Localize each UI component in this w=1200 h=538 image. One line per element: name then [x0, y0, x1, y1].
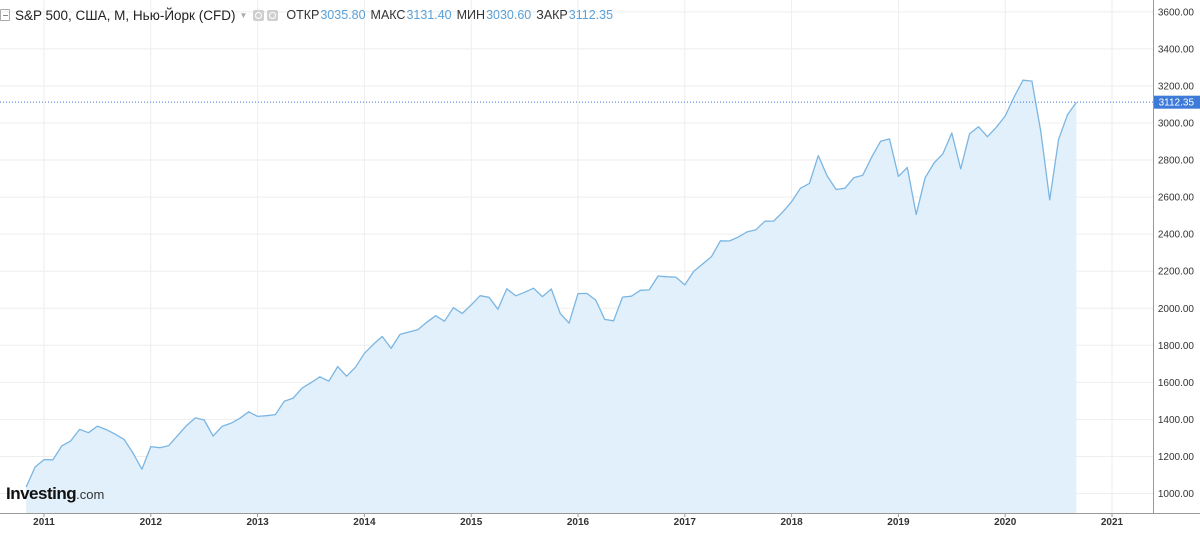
investing-logo: Investing.com	[6, 484, 104, 504]
y-tick-label: 1400.00	[1158, 415, 1195, 426]
ohlc-close-value: 3112.35	[568, 8, 614, 22]
x-tick-label: 2016	[567, 517, 590, 528]
ohlc-close-label: ЗАКР	[536, 8, 568, 22]
ohlc-open-label: ОТКР	[286, 8, 320, 22]
x-tick-label: 2015	[460, 517, 483, 528]
y-tick-label: 1800.00	[1158, 341, 1195, 352]
instrument-title[interactable]: S&P 500, США, М, Нью-Йорк (CFD)	[15, 7, 236, 23]
collapse-legend-icon[interactable]	[0, 9, 10, 21]
y-tick-label: 2600.00	[1158, 193, 1195, 204]
y-tick-label: 3000.00	[1158, 119, 1195, 130]
chart-legend: S&P 500, США, М, Нью-Йорк (CFD) ▼ ОТКР 30…	[0, 6, 613, 24]
x-tick-label: 2019	[887, 517, 910, 528]
ohlc-open-value: 3035.80	[320, 8, 366, 22]
ohlc-high-label: МАКС	[370, 8, 406, 22]
logo-brand: Investing	[6, 484, 77, 503]
ohlc-low-value: 3030.60	[486, 8, 532, 22]
y-tick-label: 3200.00	[1158, 81, 1195, 92]
logo-suffix: .com	[76, 487, 105, 502]
chevron-down-icon[interactable]: ▼	[239, 10, 248, 20]
y-tick-label: 2200.00	[1158, 267, 1195, 278]
x-tick-label: 2011	[33, 517, 55, 528]
y-tick-label: 1600.00	[1158, 378, 1195, 389]
x-tick-label: 2021	[1101, 517, 1124, 528]
ohlc-low-label: МИН	[456, 8, 486, 22]
hide-icon[interactable]	[267, 9, 279, 21]
y-tick-label: 1200.00	[1158, 452, 1195, 463]
area-layer	[0, 79, 1153, 513]
last-price-label: 3112.35	[1159, 98, 1195, 109]
y-tick-label: 2000.00	[1158, 304, 1195, 315]
x-tick-label: 2017	[674, 517, 697, 528]
series-line	[25, 79, 1077, 488]
y-tick-label: 3400.00	[1158, 44, 1195, 55]
y-tick-label: 2800.00	[1158, 156, 1195, 167]
last-price-tag	[1154, 95, 1200, 109]
x-tick-label: 2012	[140, 517, 163, 528]
x-tick-label: 2014	[353, 517, 376, 528]
y-tick-label: 2400.00	[1158, 230, 1195, 241]
ohlc-high-value: 3131.40	[406, 8, 452, 22]
x-tick-label: 2018	[780, 517, 803, 528]
series-area-fill	[26, 80, 1077, 513]
y-tick-label: 3600.00	[1158, 7, 1195, 18]
settings-icon[interactable]	[253, 9, 265, 21]
x-tick-label: 2013	[246, 517, 269, 528]
y-tick-label: 1000.00	[1158, 489, 1195, 500]
x-tick-label: 2020	[994, 517, 1017, 528]
